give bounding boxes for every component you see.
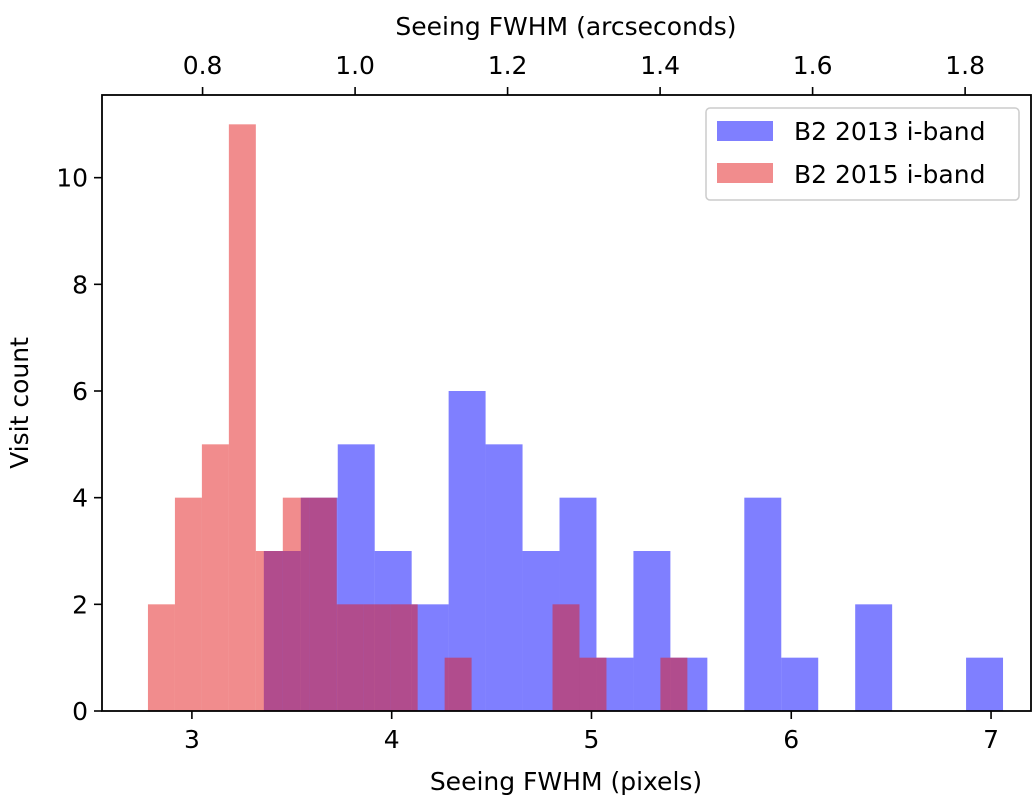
- top-tick-label: 1.8: [945, 51, 985, 80]
- bar-series1-bin4: [255, 551, 283, 711]
- histogram-bars: [147, 124, 1004, 711]
- y-tick-label: 2: [72, 590, 88, 619]
- bar-series1-bin15: [552, 604, 580, 711]
- y-tick-label: 10: [56, 164, 88, 193]
- legend-box: [705, 107, 1020, 201]
- bar-series1-bin5: [282, 497, 310, 711]
- x-axis-title: Seeing FWHM (pixels): [430, 767, 702, 796]
- legend-label-2013: B2 2013 i-band: [794, 117, 985, 146]
- top-axis-title: Seeing FWHM (arcseconds): [395, 12, 736, 41]
- bar-series0-bin13: [744, 497, 782, 711]
- x-tick-label: 6: [783, 725, 799, 754]
- bar-series1-bin19: [660, 657, 688, 711]
- legend: B2 2013 i-band B2 2015 i-band: [705, 107, 1020, 201]
- bar-series1-bin6: [309, 497, 337, 711]
- bar-series1-bin11: [444, 657, 472, 711]
- top-tick-label: 1.6: [793, 51, 833, 80]
- bar-series0-bin16: [855, 604, 893, 711]
- legend-swatch-2015: [717, 163, 773, 183]
- bar-series1-bin1: [174, 497, 202, 711]
- legend-label-2015: B2 2015 i-band: [794, 160, 985, 189]
- y-tick-label: 0: [72, 697, 88, 726]
- y-axis-title: Visit count: [5, 337, 34, 469]
- x-tick-label: 5: [584, 725, 600, 754]
- bar-series0-bin4: [411, 604, 449, 711]
- y-tick-label: 6: [72, 377, 88, 406]
- x-tick-label: 7: [983, 725, 999, 754]
- top-tick-label: 0.8: [183, 51, 223, 80]
- bar-series1-bin3: [228, 124, 256, 711]
- bar-series1-bin16: [579, 657, 607, 711]
- bar-series1-bin0: [147, 604, 175, 711]
- bar-series1-bin8: [363, 604, 391, 711]
- axis-ticks: 3 4 5 6 7 0 2 4 6 8 10 0.8 1.0 1.2 1.4 1.6 1.8: [56, 51, 999, 754]
- top-tick-label: 1.4: [640, 51, 680, 80]
- top-tick-label: 1.2: [488, 51, 528, 80]
- x-tick-label: 3: [184, 725, 200, 754]
- bar-series0-bin6: [485, 444, 523, 711]
- bar-series1-bin7: [336, 604, 364, 711]
- bar-series0-bin14: [781, 657, 819, 711]
- legend-swatch-2013: [717, 121, 773, 141]
- top-tick-label: 1.0: [335, 51, 375, 80]
- bar-series1-bin9: [390, 604, 418, 711]
- bar-series0-bin19: [966, 657, 1004, 711]
- y-tick-label: 4: [72, 484, 88, 513]
- plot-frame: [101, 94, 1032, 712]
- y-tick-label: 8: [72, 270, 88, 299]
- bar-series1-bin2: [201, 444, 229, 711]
- x-tick-label: 4: [384, 725, 400, 754]
